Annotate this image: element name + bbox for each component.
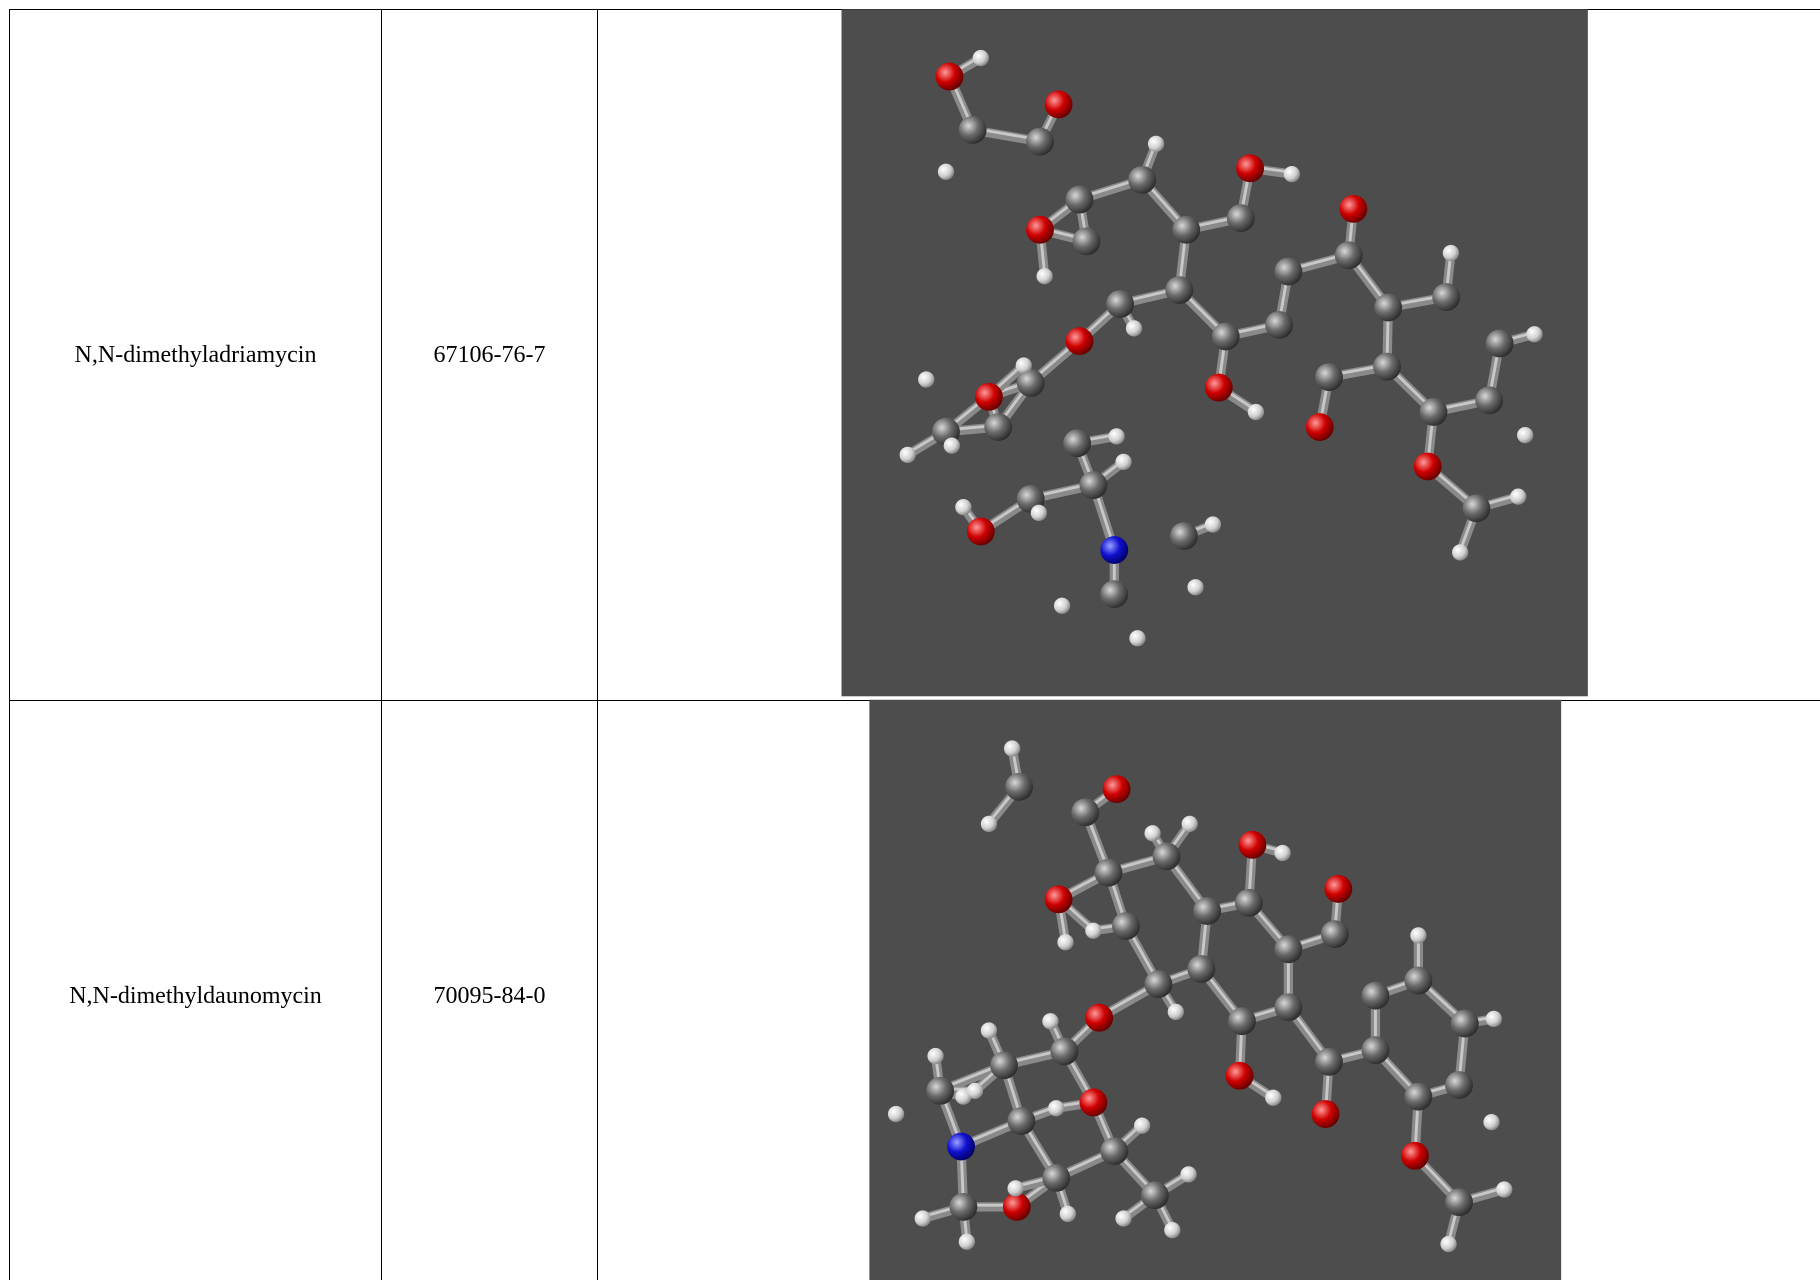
- table-row: N,N-dimethyladriamycin 67106-76-7: [9, 9, 1820, 701]
- compound-name: N,N-dimethyladriamycin: [9, 9, 382, 701]
- cas-number: 67106-76-7: [381, 9, 598, 701]
- table-row: N,N-dimethyldaunomycin 70095-84-0: [9, 700, 1820, 1280]
- structure-cell: [597, 9, 1820, 701]
- cas-number: 70095-84-0: [381, 700, 598, 1280]
- structure-cell: [597, 700, 1820, 1280]
- compound-name: N,N-dimethyldaunomycin: [9, 700, 382, 1280]
- compound-table: N,N-dimethyladriamycin 67106-76-7 N,N-di…: [9, 9, 1820, 1280]
